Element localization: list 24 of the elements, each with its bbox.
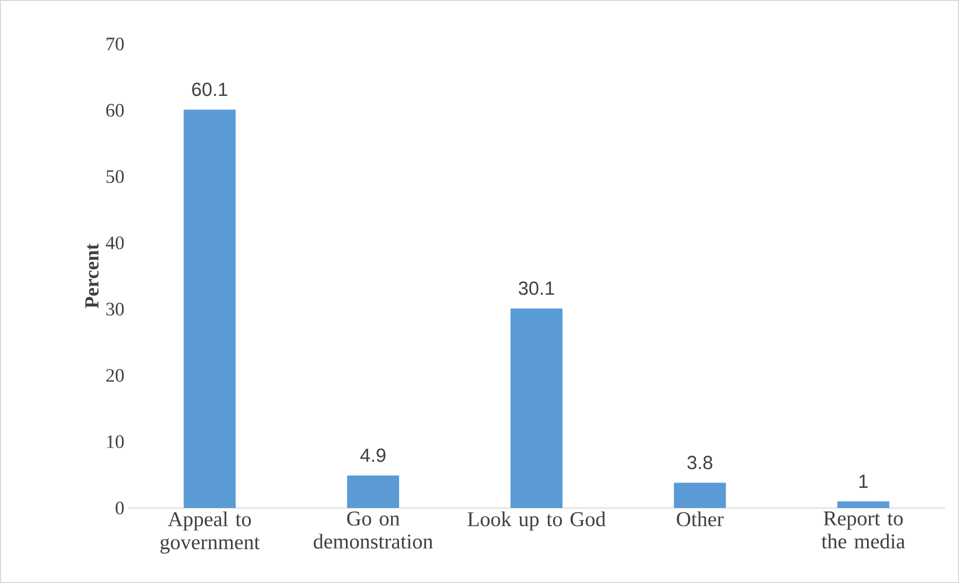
y-axis-title: Percent	[85, 243, 99, 308]
y-tick-label: 30	[106, 302, 124, 316]
x-tick-label: Go on demonstration	[314, 512, 433, 549]
bar	[837, 501, 890, 508]
data-label: 60.1	[192, 82, 228, 96]
y-tick-label: 60	[106, 104, 124, 117]
y-tick-label: 10	[107, 435, 124, 448]
y-tick-label: 70	[106, 38, 124, 50]
bar	[347, 476, 400, 508]
data-label: 3.8	[687, 456, 712, 470]
y-tick-label: 50	[106, 170, 124, 183]
bar	[510, 308, 562, 508]
bar	[184, 110, 236, 508]
y-tick-label: 40	[106, 236, 124, 250]
data-label: 1	[859, 474, 868, 488]
x-tick-label: Appeal to government	[160, 512, 260, 554]
data-label: 4.9	[360, 448, 386, 462]
x-tick-label: Report to the media	[822, 512, 905, 548]
x-tick-label: Other	[676, 512, 724, 526]
data-label: 30.1	[518, 281, 554, 295]
x-tick-label: Look up to God	[468, 512, 606, 531]
y-tick-label: 0	[116, 502, 124, 514]
y-tick-label: 20	[106, 369, 124, 382]
bar	[674, 482, 726, 508]
